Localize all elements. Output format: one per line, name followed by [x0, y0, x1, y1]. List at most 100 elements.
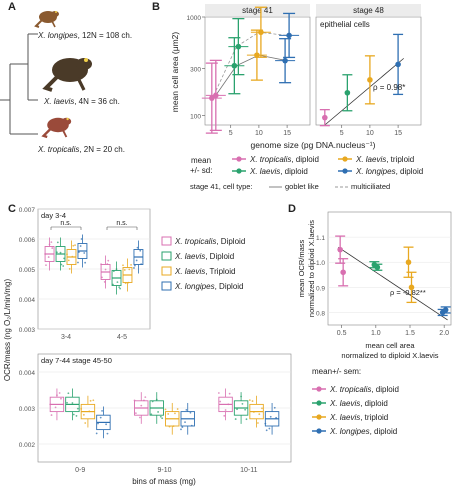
- data-point: [258, 29, 264, 36]
- x-axis-title: bins of mass (mg): [132, 477, 196, 486]
- jitter-point: [159, 415, 162, 418]
- y-axis-title: OCR/mass (ng O₂/L/min/mg): [3, 279, 12, 382]
- y-axis-title: normalized to diploid X.laevis: [307, 220, 316, 317]
- jitter-point: [228, 392, 231, 395]
- x-tick-label: 5: [229, 130, 233, 137]
- jitter-point: [273, 406, 276, 409]
- jitter-point: [84, 422, 87, 424]
- jitter-point: [180, 428, 182, 431]
- species-label-tropicalis: X. tropicalis, 2N = 20 ch.: [37, 145, 125, 154]
- x-tick-label: 10-11: [240, 467, 257, 474]
- legend-stage-label: stage 41, cell type:: [190, 182, 253, 191]
- legend-entry: X. tropicalis, diploid: [249, 155, 319, 164]
- legend-box-swatch: [161, 266, 172, 276]
- jitter-point: [72, 413, 75, 416]
- x-tick-label: 5: [340, 130, 344, 137]
- panel-b-frame: [315, 16, 422, 126]
- significance-label: n.s.: [116, 220, 127, 227]
- jitter-point: [134, 412, 137, 415]
- jitter-point: [133, 264, 136, 267]
- data-point: [235, 43, 242, 50]
- data-point: [405, 259, 412, 266]
- series-line-goblet: [213, 54, 288, 99]
- facet-label: epithelial cells: [320, 20, 370, 29]
- jitter-point: [84, 261, 87, 264]
- jitter-point: [217, 392, 220, 394]
- frog-leg: [34, 19, 43, 28]
- legend-goblet-label: goblet like: [285, 182, 319, 191]
- legend-dot: [236, 156, 242, 162]
- y-tick-label: 0.006: [19, 237, 36, 244]
- significance-label: n.s.: [60, 220, 71, 227]
- jitter-point: [258, 413, 261, 416]
- frog-eye: [84, 58, 88, 62]
- y-tick-label: 0.005: [19, 267, 36, 274]
- legend-entry: X. tropicalis, diploid: [329, 385, 399, 394]
- jitter-point: [59, 251, 62, 254]
- y-tick-label: 0.002: [19, 442, 36, 449]
- frog-leg: [61, 129, 68, 138]
- x-tick-label: 0.5: [337, 330, 347, 337]
- jitter-point: [167, 413, 170, 415]
- data-point: [322, 114, 328, 121]
- y-tick-label: 1.1: [316, 235, 325, 242]
- jitter-point: [95, 432, 98, 435]
- jitter-point: [236, 408, 238, 411]
- jitter-point: [58, 392, 61, 394]
- correlation-annotation: ρ = -0.82**: [390, 288, 426, 297]
- facet-strip: [316, 4, 421, 16]
- jitter-point: [104, 268, 107, 271]
- jitter-point: [135, 259, 138, 262]
- frog-leg: [51, 20, 56, 28]
- data-point: [282, 57, 288, 64]
- frog-head: [76, 58, 92, 70]
- data-point: [337, 246, 343, 253]
- jitter-point: [118, 286, 121, 289]
- data-point: [213, 92, 219, 99]
- x-axis-title: mean cell area: [365, 341, 415, 350]
- legend-mean-label: mean: [191, 156, 211, 165]
- legend-dot: [342, 156, 348, 162]
- y-tick-label: 0.9: [316, 285, 325, 292]
- data-point: [442, 307, 449, 313]
- panel-letter-c: C: [8, 203, 16, 215]
- x-tick-label: 3-4: [61, 334, 71, 341]
- frog-leg: [76, 77, 86, 91]
- jitter-point: [140, 404, 143, 407]
- data-point: [374, 264, 381, 271]
- jitter-point: [71, 402, 74, 404]
- jitter-point: [77, 261, 79, 264]
- frog-tropicalis-icon: [41, 117, 72, 139]
- legend-entry: X. longipes, diploid: [329, 427, 397, 436]
- legend-dot: [316, 400, 322, 406]
- frog-head: [51, 11, 59, 17]
- jitter-point: [130, 263, 132, 266]
- legend-entry: X. laevis, diploid: [329, 399, 388, 408]
- jitter-point: [68, 268, 71, 270]
- panel-letter-a: A: [8, 1, 16, 13]
- frog-laevis-icon: [42, 58, 92, 92]
- y-tick-label: 0.004: [19, 370, 36, 377]
- panel-d-frame: [327, 211, 452, 326]
- jitter-point: [136, 246, 139, 249]
- facet-title: stage 41: [242, 6, 273, 15]
- panel-letter-b: B: [152, 1, 160, 13]
- jitter-point: [184, 421, 186, 424]
- jitter-point: [150, 413, 153, 416]
- x-axis-title: genome size (pg DNA.nucleus⁻¹): [251, 140, 376, 150]
- jitter-point: [139, 416, 141, 419]
- data-point: [209, 95, 215, 101]
- jitter-point: [72, 244, 75, 247]
- jitter-point: [101, 409, 103, 412]
- jitter-point: [268, 427, 271, 430]
- x-tick-label: 9-10: [157, 467, 171, 474]
- jitter-point: [144, 396, 147, 399]
- jitter-point: [251, 400, 254, 402]
- panel-letter-d: D: [288, 203, 296, 215]
- jitter-point: [269, 415, 272, 418]
- jitter-point: [244, 408, 247, 411]
- facet-title: stage 48: [353, 6, 384, 15]
- jitter-point: [54, 406, 57, 409]
- x-tick-label: 4-5: [117, 334, 127, 341]
- y-tick-label: 0.8: [316, 310, 325, 317]
